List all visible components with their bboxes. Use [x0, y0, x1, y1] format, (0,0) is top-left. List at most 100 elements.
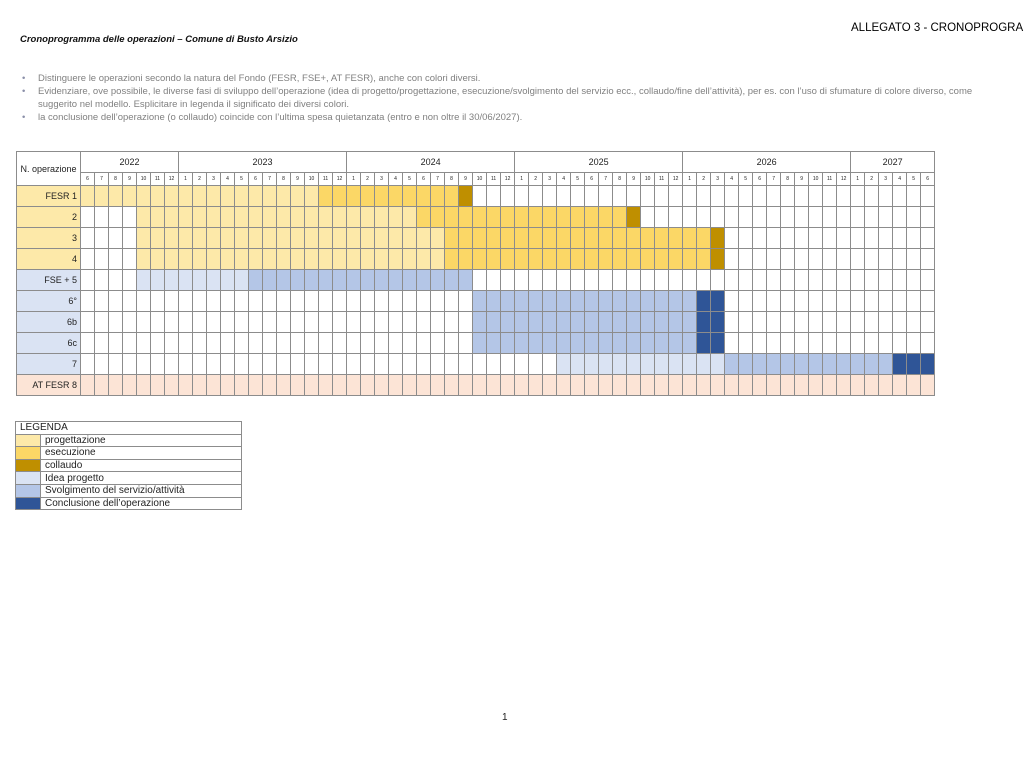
- month-header: 8: [276, 172, 292, 186]
- gantt-cell-empty: [654, 269, 670, 291]
- gantt-cell-empty: [444, 311, 460, 333]
- gantt-cell-empty: [920, 206, 936, 228]
- gantt-cell-empty: [108, 332, 123, 354]
- gantt-cell-at_fesr: [332, 374, 348, 396]
- month-header: 3: [878, 172, 894, 186]
- gantt-cell-progettazione: [163, 248, 180, 270]
- gantt-cell-empty: [850, 227, 866, 249]
- gantt-cell-empty: [822, 185, 838, 207]
- gantt-cell-empty: [304, 311, 320, 333]
- gantt-cell-empty: [738, 248, 754, 270]
- gantt-cell-empty: [780, 227, 796, 249]
- gantt-cell-empty: [556, 185, 572, 207]
- gantt-cell-empty: [304, 332, 320, 354]
- gantt-cell-esecuzione: [444, 185, 460, 207]
- gantt-cell-empty: [836, 311, 852, 333]
- gantt-cell-empty: [752, 248, 768, 270]
- month-header: 12: [500, 172, 516, 186]
- gantt-cell-svolgimento: [598, 311, 614, 333]
- gantt-cell-progettazione: [234, 248, 250, 270]
- month-header: 2: [864, 172, 880, 186]
- gantt-cell-empty: [794, 311, 810, 333]
- gantt-cell-empty: [878, 332, 894, 354]
- gantt-cell-at_fesr: [206, 374, 222, 396]
- gantt-cell-progettazione: [248, 185, 264, 207]
- gantt-cell-at_fesr: [710, 374, 726, 396]
- gantt-cell-svolgimento: [486, 290, 502, 312]
- gantt-cell-empty: [808, 185, 824, 207]
- gantt-cell-at_fesr: [346, 374, 362, 396]
- gantt-cell-svolgimento: [612, 311, 628, 333]
- gantt-cell-empty: [416, 290, 432, 312]
- gantt-cell-empty: [94, 248, 109, 270]
- gantt-cell-progettazione: [192, 185, 208, 207]
- month-header: 2: [696, 172, 712, 186]
- gantt-cell-svolgimento: [542, 290, 558, 312]
- gantt-cell-empty: [374, 290, 390, 312]
- gantt-cell-empty: [850, 185, 866, 207]
- gantt-cell-progettazione: [220, 227, 236, 249]
- gantt-cell-empty: [682, 185, 698, 207]
- gantt-cell-svolgimento: [472, 332, 488, 354]
- legend-label: Conclusione dell’operazione: [39, 496, 243, 511]
- gantt-cell-progettazione: [80, 185, 95, 207]
- gantt-cell-idea: [570, 353, 586, 375]
- gantt-cell-empty: [752, 206, 768, 228]
- gantt-cell-esecuzione: [612, 248, 628, 270]
- gantt-cell-at_fesr: [850, 374, 866, 396]
- gantt-cell-progettazione: [248, 227, 264, 249]
- gantt-cell-empty: [808, 332, 824, 354]
- operation-row: 7: [16, 353, 936, 375]
- gantt-cell-empty: [808, 206, 824, 228]
- gantt-cell-empty: [192, 311, 208, 333]
- gantt-cell-idea: [626, 353, 642, 375]
- gantt-cell-empty: [626, 185, 642, 207]
- gantt-cell-conclusione: [710, 311, 726, 333]
- gantt-cell-at_fesr: [472, 374, 488, 396]
- gantt-cell-empty: [878, 206, 894, 228]
- gantt-cell-svolgimento: [752, 353, 768, 375]
- month-header: 7: [598, 172, 614, 186]
- operation-label: 4: [16, 248, 81, 270]
- gantt-cell-empty: [766, 269, 782, 291]
- gantt-cell-svolgimento: [318, 269, 334, 291]
- legend-label: progettazione: [39, 433, 243, 448]
- gantt-cell-empty: [906, 290, 922, 312]
- gantt-cell-empty: [822, 206, 838, 228]
- gantt-cell-svolgimento: [248, 269, 264, 291]
- gantt-cell-at_fesr: [920, 374, 936, 396]
- gantt-cell-empty: [108, 311, 123, 333]
- gantt-cell-empty: [626, 269, 642, 291]
- gantt-cell-svolgimento: [458, 269, 474, 291]
- gantt-cell-empty: [598, 269, 614, 291]
- gantt-cell-empty: [808, 248, 824, 270]
- gantt-cell-idea: [192, 269, 208, 291]
- gantt-cell-esecuzione: [388, 185, 404, 207]
- month-header: 1: [346, 172, 362, 186]
- gantt-cell-empty: [374, 332, 390, 354]
- gantt-cell-empty: [94, 269, 109, 291]
- gantt-cell-empty: [388, 290, 404, 312]
- gantt-cell-empty: [654, 206, 670, 228]
- month-header: 1: [682, 172, 698, 186]
- gantt-cell-svolgimento: [808, 353, 824, 375]
- gantt-cell-progettazione: [178, 248, 194, 270]
- legend-item: Idea progetto: [15, 471, 243, 485]
- gantt-cell-empty: [836, 185, 852, 207]
- gantt-cell-idea: [234, 269, 250, 291]
- gantt-cell-empty: [318, 353, 334, 375]
- gantt-cell-svolgimento: [542, 332, 558, 354]
- gantt-cell-esecuzione: [500, 206, 516, 228]
- gantt-cell-empty: [710, 206, 726, 228]
- gantt-cell-svolgimento: [374, 269, 390, 291]
- gantt-cell-svolgimento: [486, 311, 502, 333]
- gantt-chart: N. operazione 2022 2023 2024 2025 2026 2027 6 7 8…: [16, 151, 936, 396]
- gantt-cell-empty: [290, 353, 306, 375]
- gantt-cell-empty: [836, 332, 852, 354]
- gantt-cell-empty: [163, 353, 180, 375]
- gantt-cell-esecuzione: [416, 206, 432, 228]
- gantt-cell-esecuzione: [430, 185, 446, 207]
- gantt-cell-empty: [234, 332, 250, 354]
- gantt-cell-empty: [346, 332, 362, 354]
- gantt-cell-empty: [878, 311, 894, 333]
